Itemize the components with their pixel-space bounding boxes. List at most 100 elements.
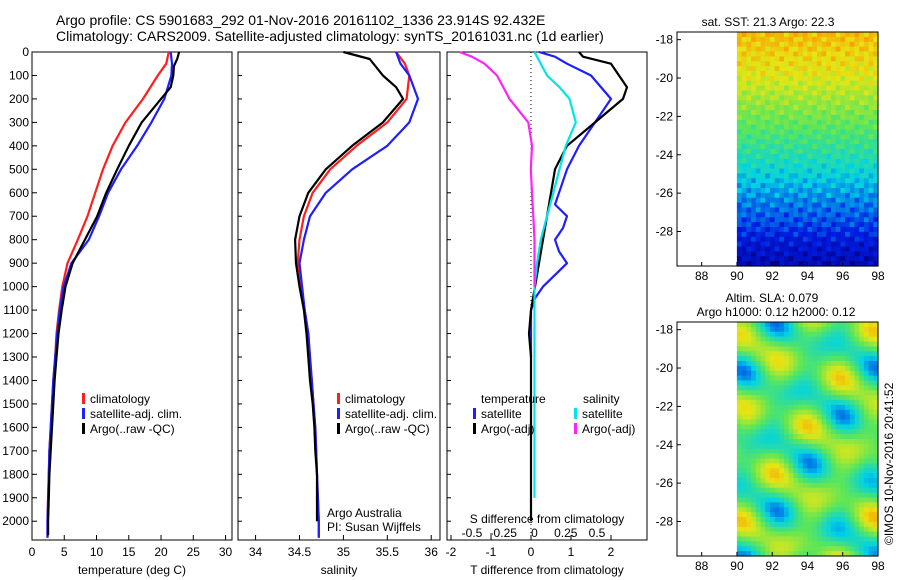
sst-map-cell (798, 144, 804, 150)
sst-map-cell (831, 236, 837, 243)
sst-map-cell (849, 251, 856, 257)
sla-map-cell (816, 507, 823, 513)
sla-map-cell (741, 502, 747, 508)
sst-map-cell (793, 85, 799, 92)
sst-map-cell (769, 173, 776, 179)
temperature-axis-tick-label: 20 (154, 545, 168, 559)
sst-map-cell (779, 46, 785, 53)
sla-map-cell (835, 351, 841, 357)
sst-map-cell (835, 66, 841, 72)
sst-map-cell (798, 85, 804, 92)
sla-map-cell (784, 517, 790, 523)
sla-map-cell (751, 404, 757, 411)
sla-map-cell (812, 497, 818, 503)
sst-map-cell (746, 188, 752, 194)
sst-map-cell (807, 90, 813, 96)
sla-map-cell (859, 536, 865, 542)
sla-map-cell (873, 536, 879, 542)
sst-map-cell (784, 134, 790, 140)
sst-map-cell (788, 36, 794, 43)
sla-map-cell (736, 478, 743, 484)
sst-map-cell (812, 158, 818, 165)
sla-map-cell (826, 356, 832, 362)
sst-map-cell (845, 158, 851, 165)
sst-map-cell (746, 178, 752, 184)
sst-map-cell (826, 51, 832, 57)
sla-map-cell (840, 478, 846, 484)
sla-map-cell (751, 463, 757, 469)
sla-map-cell (821, 478, 827, 484)
sst-map-cell (845, 197, 851, 204)
sst-map-cell (736, 149, 743, 155)
sst-map-cell (816, 202, 823, 209)
sst-map-cell (784, 61, 790, 67)
sst-map-cell (798, 90, 804, 96)
sst-map-cell (863, 56, 870, 62)
sla-map-cell (816, 356, 823, 362)
sla-map-cell (873, 414, 879, 421)
sla-map-cell (798, 478, 804, 484)
sla-map-cell (854, 448, 860, 455)
sst-map-cell (802, 173, 809, 179)
sla-map-cell (765, 458, 771, 464)
sst-map-cell (854, 192, 860, 199)
sst-map-cell (840, 227, 846, 233)
sla-map-cell (854, 531, 860, 538)
sla-map-cell (831, 429, 837, 435)
sst-map-cell (779, 85, 785, 92)
sla-map-cell (755, 487, 762, 494)
sla-map-cell (769, 497, 776, 503)
sla-map-cell (849, 478, 856, 484)
sla-map-cell (849, 521, 856, 528)
sla-map-cell (812, 512, 818, 518)
sla-map-cell (845, 336, 851, 343)
sst-map-cell (873, 178, 879, 184)
sla-map-cell (826, 400, 832, 406)
sla-map-cell (746, 395, 752, 401)
sst-map-cell (736, 105, 743, 111)
sst-map-cell (760, 105, 766, 111)
sst-map-cell (769, 32, 776, 38)
sla-map-cell (845, 351, 851, 357)
sla-map-cell (845, 541, 851, 547)
sst-map-cell (849, 236, 856, 243)
sst-map-cell (746, 183, 752, 189)
sla-map-cell (873, 434, 879, 440)
sst-map-cell (760, 153, 766, 160)
sst-map-cell (863, 90, 870, 96)
sst-map-cell (802, 188, 809, 194)
sst-map-cell (802, 61, 809, 67)
sla-map-cell (736, 536, 743, 542)
sst-map-cell (845, 46, 851, 53)
sst-map-cell (746, 158, 752, 165)
sla-map-cell (816, 370, 823, 377)
sst-map-cell (835, 222, 841, 228)
sla-map-cell (826, 492, 832, 499)
sla-map-cell (831, 395, 837, 401)
sst-map-cell (859, 188, 865, 194)
sst-map-cell (873, 114, 879, 121)
sla-map-cell (868, 331, 874, 338)
sla-map-cell (873, 419, 879, 425)
temperature-axis-tick-label: 5 (61, 545, 68, 559)
sla-map-cell (784, 507, 790, 513)
sla-map-cell (873, 526, 879, 533)
sla-map-cell (826, 370, 832, 377)
sst-map-cell (812, 71, 818, 77)
sla-map-cell (769, 443, 776, 450)
sst-map-cell (845, 168, 851, 174)
sla-map-cell (755, 502, 762, 508)
sst-map-cell (821, 95, 827, 101)
sla-map-cell (868, 521, 874, 528)
sla-map-cell (849, 434, 856, 440)
sla-map-cell (779, 322, 785, 328)
sla-map-cell (845, 478, 851, 484)
sst-map-cell (868, 236, 874, 243)
sla-map-cell (849, 400, 856, 406)
sla-map-cell (812, 468, 818, 474)
sst-map-cell (736, 256, 743, 262)
sst-map-cell (736, 246, 743, 252)
sla-map-cell (736, 341, 743, 347)
sla-map-cell (845, 482, 851, 489)
sla-map-cell (741, 400, 747, 406)
